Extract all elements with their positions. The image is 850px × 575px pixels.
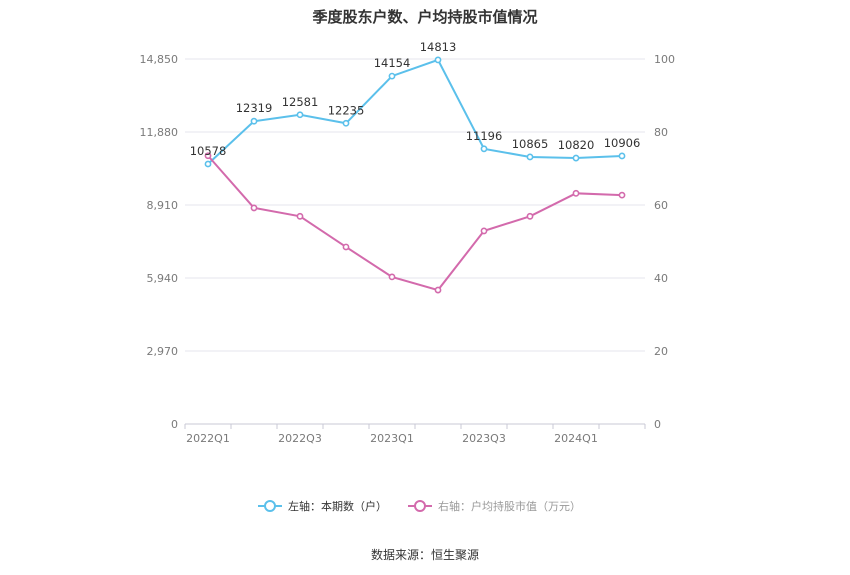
x-axis-tick-label: 2023Q3 (462, 432, 506, 445)
series-2-point (204, 152, 212, 160)
series-2-point (388, 273, 396, 281)
series-2-point (434, 286, 442, 294)
series-2-point (572, 189, 580, 197)
legend-marker (414, 500, 426, 512)
data-label: 10865 (512, 137, 549, 151)
series-1-point (250, 117, 258, 125)
series-line-2 (207, 155, 623, 292)
series-1-point (526, 153, 534, 161)
right-axis-tick-label: 0 (654, 418, 661, 431)
series-2-point (480, 227, 488, 235)
right-axis-tick-label: 60 (654, 199, 668, 212)
left-axis-tick-label: 14,850 (140, 53, 179, 66)
data-label: 12319 (236, 101, 273, 115)
data-label: 14154 (374, 56, 411, 70)
data-label: 10820 (558, 138, 595, 152)
series-2-point (342, 243, 350, 251)
right-axis-tick-label: 100 (654, 53, 675, 66)
left-axis-tick-label: 5,940 (147, 272, 179, 285)
x-axis-tick-label: 2024Q1 (554, 432, 598, 445)
data-label: 11196 (466, 129, 503, 143)
series-1-point (480, 145, 488, 153)
left-axis-tick-label: 11,880 (140, 126, 179, 139)
left-axis-tick-label: 0 (171, 418, 178, 431)
series-1-point (572, 154, 580, 162)
data-label: 12581 (282, 95, 319, 109)
data-label: 12235 (328, 103, 365, 117)
data-label: 10906 (604, 136, 641, 150)
x-axis-tick-label: 2022Q1 (186, 432, 230, 445)
data-label: 14813 (420, 40, 457, 54)
legend-label: 右轴：户均持股市值（万元） (438, 499, 581, 513)
left-axis-tick-label: 2,970 (147, 345, 179, 358)
series-1-point (204, 160, 212, 168)
legend-marker (264, 500, 276, 512)
series-2-point (250, 204, 258, 212)
data-source-note: 数据来源：恒生聚源 (370, 548, 479, 562)
right-axis-tick-label: 40 (654, 272, 668, 285)
series-line-1 (207, 58, 623, 165)
left-axis-tick-label: 8,910 (147, 199, 179, 212)
series-2-point (618, 191, 626, 199)
chart-title: 季度股东户数、户均持股市值情况 (312, 8, 538, 26)
right-axis-tick-label: 80 (654, 126, 668, 139)
series-2-point (526, 212, 534, 220)
series-1-point (388, 72, 396, 80)
series-2-point (296, 212, 304, 220)
series-1-point (296, 111, 304, 119)
x-axis-tick-label: 2023Q1 (370, 432, 414, 445)
x-axis-tick-label: 2022Q3 (278, 432, 322, 445)
series-1-point (434, 56, 442, 64)
data-label: 10578 (190, 144, 227, 158)
series-1-point (618, 152, 626, 160)
legend-label: 左轴：本期数（户） (288, 499, 387, 513)
series-1-point (342, 119, 350, 127)
right-axis-tick-label: 20 (654, 345, 668, 358)
